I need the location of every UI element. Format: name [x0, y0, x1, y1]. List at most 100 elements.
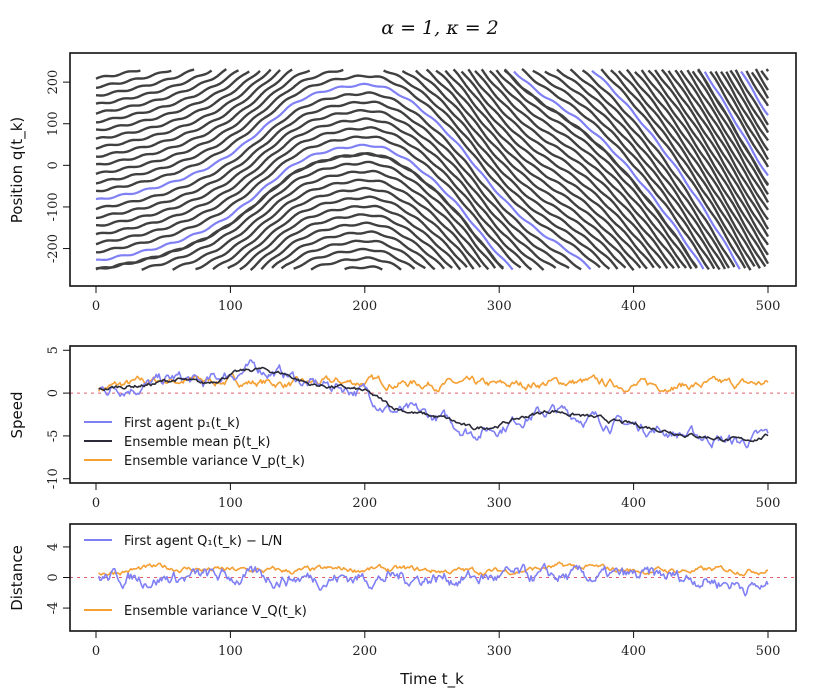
- agent-trajectory: [556, 68, 727, 270]
- agent-trajectory: [227, 195, 468, 270]
- position-ytick-label: 100: [46, 111, 61, 136]
- speed-ylabel: Speed: [8, 391, 26, 438]
- distance-ytick-label: 0: [46, 573, 61, 581]
- figure-title: α = 1, κ = 2: [381, 17, 499, 39]
- agent-trajectory: [95, 69, 281, 158]
- agent-trajectory: [725, 71, 770, 142]
- speed-legend-ensemble-mean: Ensemble mean p̄(t_k): [124, 435, 270, 450]
- agent-trajectory: [280, 239, 426, 270]
- distance-xtick-label: 100: [218, 644, 243, 659]
- agent-trajectory: [249, 213, 453, 272]
- speed-xtick-label: 0: [92, 496, 100, 511]
- distance-xtick-label: 400: [621, 644, 646, 659]
- position-ytick-label: -200: [46, 234, 61, 263]
- speed-ytick-label: -10: [46, 468, 61, 489]
- agent-trajectory: [686, 69, 770, 203]
- agent-trajectory: [488, 70, 687, 269]
- speed-xtick-label: 100: [218, 496, 243, 511]
- agent-trajectory: [95, 74, 601, 269]
- agent-trajectory: [640, 69, 770, 265]
- agent-trajectory: [344, 265, 383, 271]
- agent-trajectory: [754, 68, 770, 91]
- agent-trajectory: [95, 126, 533, 271]
- highlighted-trajectory: [95, 143, 514, 271]
- speed-xtick-label: 200: [352, 496, 377, 511]
- agent-trajectory: [660, 68, 770, 238]
- agent-trajectory: [383, 69, 611, 270]
- distance-xtick-label: 300: [487, 644, 512, 659]
- speed-ytick-label: 0: [46, 389, 61, 397]
- agent-trajectory: [503, 69, 698, 269]
- agent-trajectory: [654, 69, 770, 246]
- agent-trajectory: [495, 69, 693, 270]
- speed-panel: 0 100 200 300 400 500 5 0 -5 -10 Speed First agen…: [8, 345, 797, 511]
- distance-series-line: [97, 562, 769, 597]
- agent-trajectory: [401, 69, 619, 270]
- agent-trajectory: [674, 69, 769, 221]
- agent-trajectory: [610, 69, 752, 271]
- distance-ylabel: Distance: [8, 545, 26, 611]
- agent-trajectory: [96, 70, 250, 132]
- agent-trajectory: [697, 68, 769, 186]
- position-trajectories: [95, 67, 770, 272]
- agent-trajectory: [600, 68, 747, 269]
- agent-trajectory: [172, 169, 490, 271]
- agent-trajectory: [95, 117, 545, 271]
- agent-trajectory: [760, 70, 769, 81]
- distance-legend-ensemble-variance: Ensemble variance V_Q(t_k): [124, 604, 307, 619]
- agent-trajectory: [95, 69, 213, 105]
- speed-series-line: [97, 372, 769, 393]
- position-xtick-label: 200: [352, 299, 377, 314]
- speed-ytick-label: -5: [46, 430, 61, 443]
- distance-xtick-label: 200: [352, 644, 377, 659]
- speed-xtick-label: 400: [621, 496, 646, 511]
- distance-xtick-label: 500: [756, 644, 781, 659]
- highlighted-trajectory: [591, 69, 741, 270]
- agent-trajectory: [260, 221, 446, 271]
- speed-xtick-label: 500: [756, 496, 781, 511]
- agent-trajectory: [95, 68, 227, 115]
- distance-ytick-label: 4: [46, 543, 61, 551]
- speed-plot-frame: [69, 345, 797, 484]
- distance-legend-first-agent: First agent Q₁(t_k) − L/N: [124, 534, 282, 549]
- agent-trajectory: [195, 178, 482, 271]
- position-panel: 0 100 200 300 400 500 -200 -100 0 100 200 Position…: [8, 52, 797, 314]
- position-xtick-label: 100: [218, 299, 243, 314]
- agent-trajectory: [239, 204, 462, 271]
- distance-xtick-label: 0: [92, 644, 100, 659]
- speed-ytick-label: 5: [46, 346, 61, 354]
- highlighted-trajectory: [95, 82, 592, 271]
- agent-trajectory: [95, 91, 582, 271]
- agent-trajectory: [212, 186, 475, 271]
- agent-trajectory: [532, 69, 716, 270]
- agent-trajectory: [415, 69, 627, 269]
- position-ytick-label: 200: [46, 70, 61, 95]
- agent-trajectory: [95, 135, 522, 269]
- agent-trajectory: [745, 70, 770, 107]
- position-ytick-label: -100: [46, 192, 61, 221]
- agent-trajectory: [667, 70, 770, 230]
- distance-series: [70, 561, 796, 597]
- agent-trajectory: [95, 68, 344, 185]
- agent-trajectory: [634, 71, 767, 268]
- position-ylabel: Position q(t_k): [8, 117, 27, 223]
- agent-trajectory: [521, 67, 710, 271]
- agent-trajectory: [720, 71, 769, 152]
- agent-trajectory: [709, 70, 770, 168]
- agent-trajectory: [467, 68, 669, 270]
- agent-trajectory: [293, 247, 416, 270]
- agent-trajectory: [480, 68, 681, 269]
- agent-trajectory: [96, 100, 570, 270]
- speed-series-line: [98, 359, 769, 449]
- speed-legend-first-agent: First agent p₁(t_k): [124, 416, 240, 431]
- position-xtick-label: 400: [621, 299, 646, 314]
- agent-trajectory: [435, 69, 642, 269]
- agent-trajectory: [95, 69, 172, 89]
- distance-ytick-label: -4: [46, 602, 61, 615]
- position-plot-frame: [69, 52, 797, 287]
- highlighted-trajectory: [513, 70, 705, 270]
- agent-trajectory: [95, 69, 311, 176]
- agent-trajectory: [95, 152, 504, 270]
- distance-panel: 0 100 200 300 400 500 4 0 -4 Distance First agen…: [8, 523, 797, 689]
